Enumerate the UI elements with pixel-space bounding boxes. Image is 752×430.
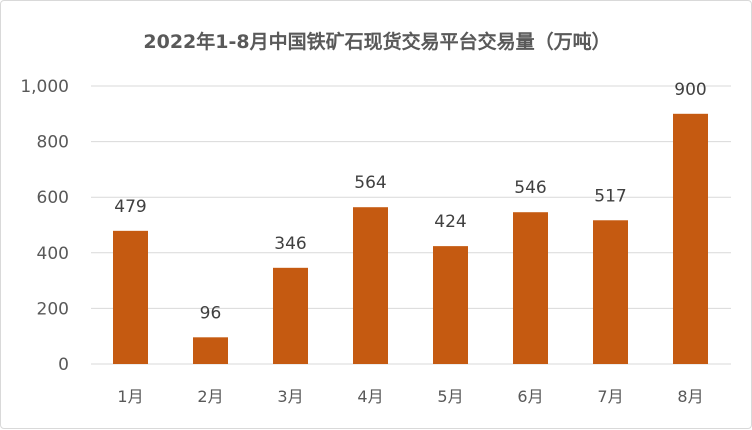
- bar: [113, 230, 148, 364]
- data-label: 564: [354, 173, 386, 193]
- data-label: 424: [434, 212, 466, 232]
- x-tick-label: 4月: [357, 387, 383, 406]
- x-tick-label: 5月: [437, 387, 463, 406]
- x-tick-label: 8月: [677, 387, 703, 406]
- bar: [273, 267, 308, 364]
- y-tick-label: 600: [37, 188, 69, 208]
- bar: [193, 337, 228, 364]
- data-label: 479: [114, 197, 146, 217]
- data-label: 546: [514, 178, 546, 198]
- bar: [593, 220, 628, 364]
- x-tick-label: 2月: [197, 387, 223, 406]
- bar: [513, 212, 548, 364]
- chart-title: 2022年1-8月中国铁矿石现货交易平台交易量（万吨）: [143, 31, 611, 53]
- data-label: 96: [200, 303, 222, 323]
- x-tick-label: 3月: [277, 387, 303, 406]
- data-label: 517: [594, 186, 626, 206]
- bar: [353, 207, 388, 364]
- y-tick-label: 200: [37, 299, 69, 319]
- x-tick-label: 7月: [597, 387, 623, 406]
- bar: [673, 113, 708, 364]
- x-tick-label: 6月: [517, 387, 543, 406]
- bar: [433, 246, 468, 364]
- data-label: 346: [274, 234, 306, 254]
- x-tick-label: 1月: [117, 387, 143, 406]
- y-tick-label: 400: [37, 244, 69, 264]
- data-label: 900: [674, 80, 706, 100]
- y-tick-label: 1,000: [20, 77, 69, 97]
- y-tick-label: 0: [58, 355, 69, 375]
- y-tick-label: 800: [37, 133, 69, 153]
